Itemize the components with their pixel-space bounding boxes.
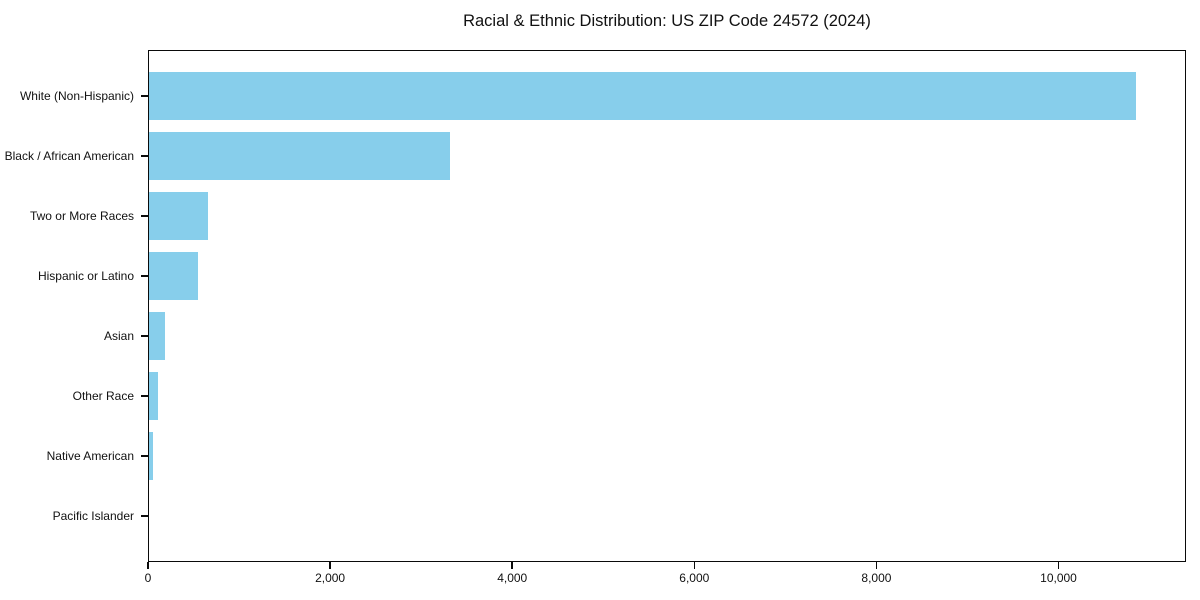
bar-white-non-hispanic-	[148, 72, 1136, 120]
y-tick-label: Native American	[46, 449, 134, 463]
bar-black-african-american	[148, 132, 451, 180]
bars-layer	[148, 50, 1186, 562]
x-tick-mark	[329, 562, 331, 569]
y-tick-label: Other Race	[72, 389, 134, 403]
x-tick-mark	[511, 562, 513, 569]
plot-area	[148, 50, 1186, 562]
y-tick-label: White (Non-Hispanic)	[19, 89, 134, 103]
y-tick-mark	[141, 455, 148, 457]
x-tick-label: 10,000	[1040, 571, 1077, 585]
chart-title: Racial & Ethnic Distribution: US ZIP Cod…	[463, 12, 871, 30]
bar-other-race	[148, 372, 159, 420]
y-tick-label: Hispanic or Latino	[37, 269, 134, 283]
y-tick-label: Black / African American	[4, 149, 134, 163]
y-tick-mark	[141, 395, 148, 397]
x-tick-label: 4,000	[497, 571, 528, 585]
y-tick-mark	[141, 335, 148, 337]
x-tick-label: 8,000	[861, 571, 892, 585]
x-tick-label: 0	[144, 571, 152, 585]
x-tick-mark	[147, 562, 149, 569]
x-tick-mark	[875, 562, 878, 569]
x-tick-mark	[693, 562, 696, 569]
bar-hispanic-or-latino	[148, 252, 199, 300]
y-tick-label: Pacific Islander	[52, 509, 134, 523]
y-tick-mark	[141, 275, 148, 277]
x-tick-mark	[1057, 562, 1060, 569]
y-tick-mark	[141, 215, 148, 217]
bar-asian	[148, 312, 165, 360]
y-tick-mark	[141, 515, 148, 517]
x-tick-label: 2,000	[315, 571, 346, 585]
y-tick-label: Two or More Races	[29, 209, 134, 223]
y-tick-mark	[141, 95, 148, 97]
bar-native-american	[148, 432, 154, 480]
y-tick-mark	[141, 155, 148, 157]
x-tick-label: 6,000	[679, 571, 710, 585]
bar-pacific-islander	[148, 492, 149, 540]
bar-two-or-more-races	[148, 192, 209, 240]
y-tick-label: Asian	[103, 329, 134, 343]
